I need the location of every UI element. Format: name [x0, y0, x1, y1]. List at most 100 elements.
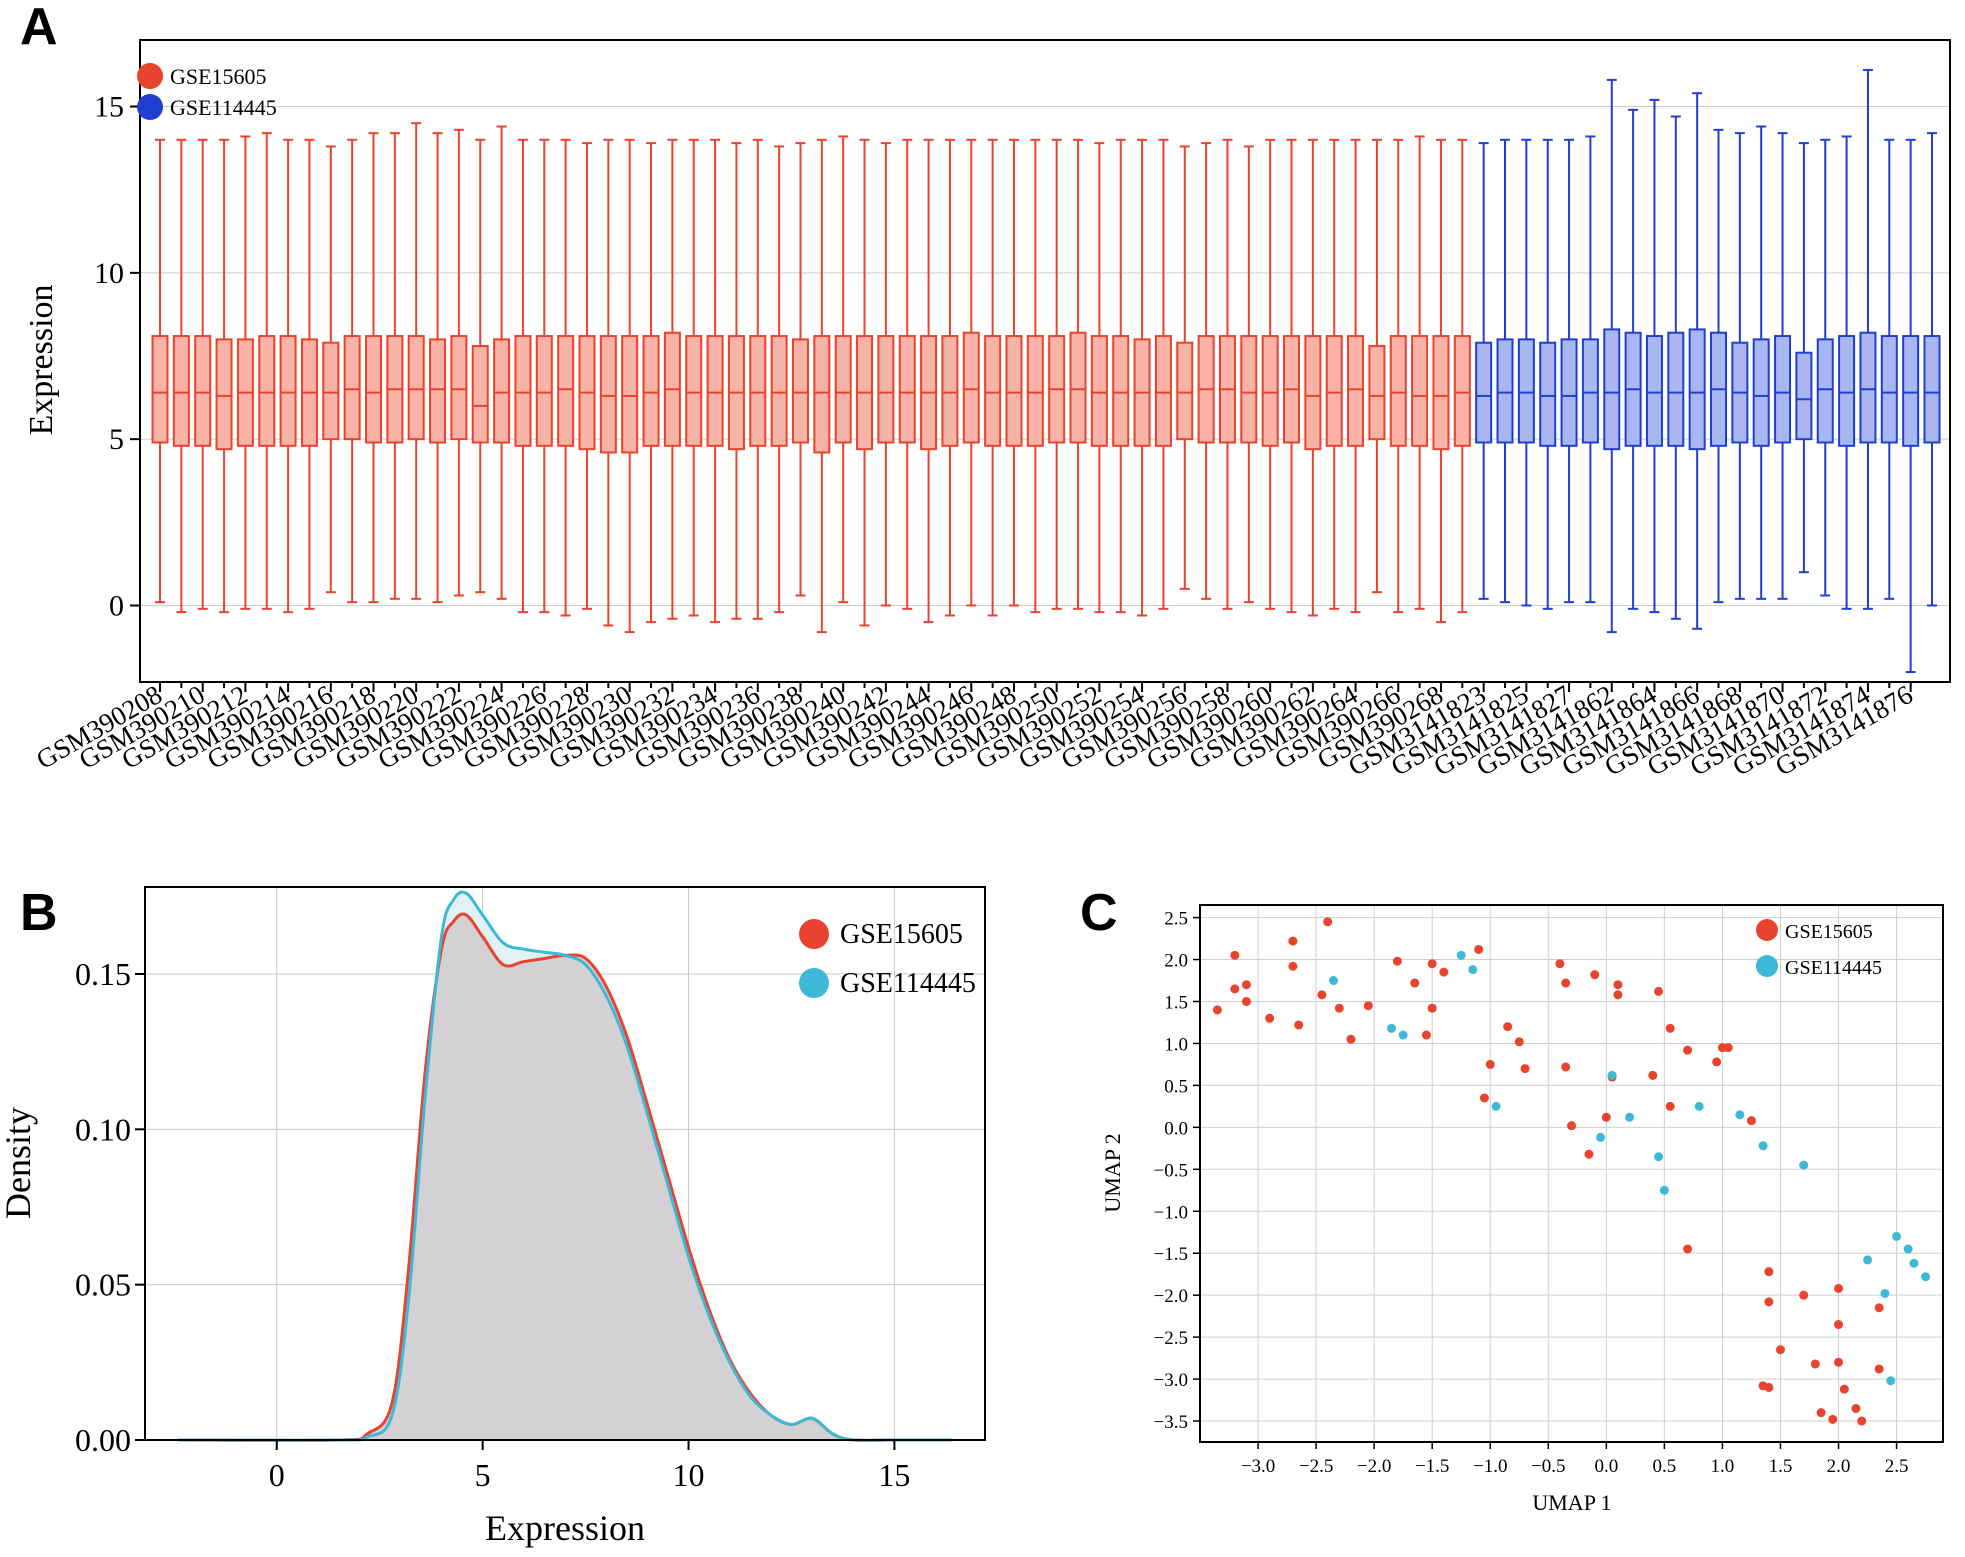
- c-point-gse15605: [1665, 1101, 1675, 1111]
- c-point-gse114445: [1886, 1376, 1896, 1386]
- a-box-iqr: [941, 335, 959, 447]
- a-box-GSM390246: [962, 138, 980, 607]
- a-box-GSM390238: [791, 142, 809, 597]
- c-point-gse15605: [1828, 1414, 1838, 1424]
- a-box-iqr: [1795, 351, 1813, 441]
- a-box-iqr: [621, 335, 639, 454]
- c-point-gse15605: [1479, 1093, 1489, 1103]
- c-x-axis: −3.0 −2.5 −2.0 −1.5 −1.0 −0.5 0.0 0.5 1.0 1.5 2.0 2…: [1241, 1442, 1908, 1477]
- a-box-GSM390263: [1325, 138, 1343, 610]
- c-point-gse15605: [1764, 1267, 1774, 1277]
- a-box-GSM390245: [941, 138, 959, 617]
- a-box-GSM3141825: [1517, 138, 1535, 607]
- c-point-gse15605: [1474, 944, 1484, 954]
- b-x-tick-label: 10: [673, 1457, 705, 1493]
- a-box-GSM390254: [1133, 138, 1151, 617]
- c-point-gse114445: [1659, 1185, 1669, 1195]
- a-box-GSM390214: [279, 138, 297, 614]
- c-point-gse114445: [1921, 1272, 1931, 1282]
- a-box-GSM390209: [172, 138, 190, 614]
- c-x-tick-label: 2.0: [1827, 1456, 1851, 1477]
- c-y-tick-label: −1.0: [1154, 1202, 1188, 1223]
- a-box-iqr: [685, 335, 703, 447]
- a-box-iqr: [429, 338, 447, 444]
- a-box-iqr: [1069, 331, 1087, 444]
- a-box-iqr: [471, 345, 489, 444]
- a-box-iqr: [1859, 331, 1877, 444]
- a-box-iqr: [407, 335, 425, 441]
- a-box-GSM3141871: [1795, 142, 1813, 574]
- c-point-gse15605: [1334, 1003, 1344, 1013]
- a-legend-label-gse114445: GSE114445: [170, 95, 277, 120]
- a-box-GSM390258: [1218, 138, 1236, 610]
- a-box-iqr: [1880, 335, 1898, 444]
- c-point-gse114445: [1758, 1141, 1768, 1151]
- c-x-axis-label: UMAP 1: [1532, 1490, 1611, 1515]
- c-point-gse15605: [1561, 978, 1571, 988]
- a-box-iqr: [1838, 335, 1856, 447]
- b-legend-marker-gse15605: [799, 919, 829, 949]
- a-box-iqr: [557, 335, 575, 447]
- c-point-gse114445: [1863, 1255, 1873, 1265]
- panel-letter-a: A: [20, 0, 58, 56]
- a-box-GSM3141863: [1624, 108, 1642, 610]
- panel-letter-b: B: [20, 884, 58, 942]
- a-box-GSM390240: [834, 135, 852, 604]
- c-point-gse114445: [1468, 965, 1478, 975]
- a-box-iqr: [535, 335, 553, 447]
- a-box-iqr: [1581, 338, 1599, 444]
- c-point-gse15605: [1683, 1244, 1693, 1254]
- a-box-GSM3141869: [1752, 125, 1770, 600]
- a-box-GSM390235: [727, 142, 745, 620]
- a-plot-frame: [139, 39, 1951, 683]
- c-point-gse15605: [1665, 1023, 1675, 1033]
- c-point-gse15605: [1265, 1013, 1275, 1023]
- panel-b-density: B 0.00 0.05 0.10 0.15 0 5 10 15 Expression Den…: [0, 884, 986, 1548]
- a-boxes: [151, 68, 1941, 674]
- c-point-gse114445: [1625, 1112, 1635, 1122]
- c-point-gse15605: [1746, 1116, 1756, 1126]
- a-box-GSM390229: [599, 138, 617, 627]
- a-y-tick-label: 10: [94, 257, 124, 290]
- a-box-GSM3141866: [1688, 92, 1706, 630]
- a-box-iqr: [1496, 338, 1514, 444]
- a-box-GSM390233: [685, 138, 703, 617]
- c-y-tick-label: 0.5: [1164, 1076, 1188, 1097]
- c-point-gse15605: [1775, 1345, 1785, 1355]
- a-box-GSM390244: [920, 138, 938, 624]
- a-x-axis: GSM390208GSM390210GSM390212GSM390214GSM3…: [31, 679, 1917, 782]
- a-box-GSM390257: [1197, 142, 1215, 600]
- a-box-iqr: [493, 338, 511, 444]
- b-y-axis-label: Density: [0, 1107, 38, 1219]
- a-box-GSM3141867: [1710, 128, 1728, 604]
- a-box-GSM3141868: [1731, 132, 1749, 600]
- a-box-iqr: [279, 335, 297, 447]
- c-point-gse15605: [1212, 1005, 1222, 1015]
- c-point-gse15605: [1816, 1408, 1826, 1418]
- a-box-iqr: [343, 335, 361, 441]
- c-point-gse15605: [1392, 956, 1402, 966]
- a-box-GSM390221: [429, 132, 447, 604]
- c-point-gse15605: [1555, 959, 1565, 969]
- c-y-axis-label: UMAP 2: [1100, 1133, 1125, 1212]
- c-point-gse15605: [1363, 1001, 1373, 1011]
- a-box-iqr: [1005, 335, 1023, 447]
- a-box-GSM390259: [1240, 145, 1258, 604]
- a-box-GSM3141870: [1774, 132, 1792, 600]
- a-box-iqr: [1752, 338, 1770, 447]
- a-box-GSM390260: [1261, 138, 1279, 610]
- a-box-GSM390222: [450, 128, 468, 597]
- a-box-iqr: [450, 335, 468, 441]
- b-y-tick-label: 0.05: [75, 1267, 131, 1303]
- a-box-GSM390219: [386, 132, 404, 600]
- a-box-iqr: [1026, 335, 1044, 447]
- c-point-gse114445: [1880, 1288, 1890, 1298]
- a-box-iqr: [1902, 335, 1920, 447]
- c-point-gse15605: [1567, 1121, 1576, 1131]
- c-point-gse15605: [1857, 1416, 1867, 1426]
- a-box-GSM390234: [706, 138, 724, 624]
- a-legend-marker-gse114445: [137, 94, 163, 120]
- a-legend: GSE15605 GSE114445: [137, 63, 277, 120]
- c-point-gse15605: [1834, 1357, 1844, 1367]
- a-box-GSM390226: [535, 138, 553, 614]
